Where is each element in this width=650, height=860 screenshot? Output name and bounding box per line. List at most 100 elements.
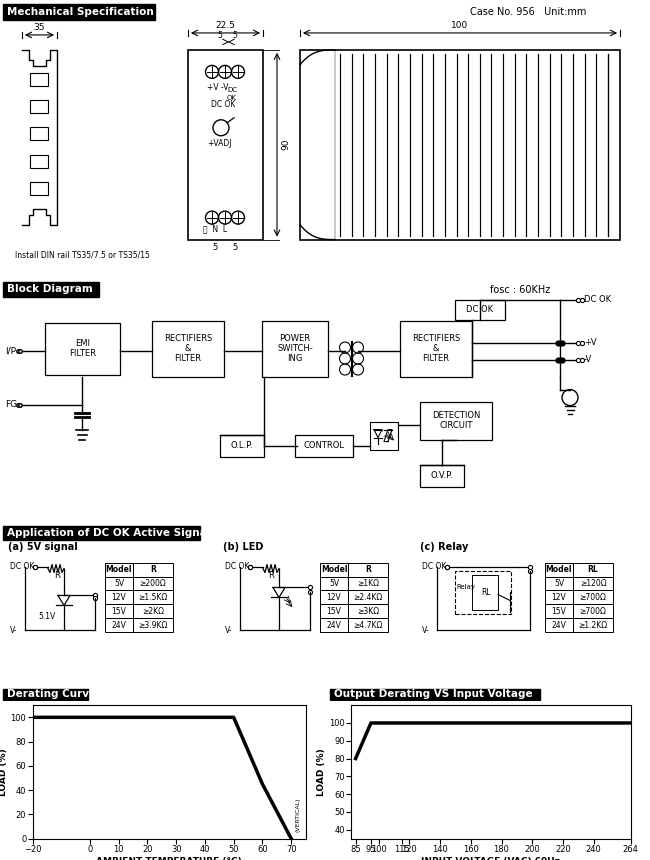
Bar — [573, 591, 613, 605]
Text: 5.1V: 5.1V — [38, 612, 55, 622]
Text: fosc : 60KHz: fosc : 60KHz — [490, 285, 551, 294]
Text: OK: OK — [227, 95, 237, 101]
Text: 100: 100 — [451, 21, 469, 30]
Text: +VADJ: +VADJ — [207, 138, 231, 148]
Text: 5: 5 — [218, 31, 222, 40]
Text: Model: Model — [546, 565, 572, 574]
Text: DC OK: DC OK — [467, 305, 493, 314]
Bar — [545, 562, 573, 576]
Text: Ⓝ  N  L: Ⓝ N L — [203, 224, 227, 234]
Text: 5: 5 — [233, 31, 237, 40]
Text: Case No. 956   Unit:mm: Case No. 956 Unit:mm — [470, 7, 586, 17]
Bar — [152, 321, 224, 377]
Y-axis label: LOAD (%): LOAD (%) — [317, 748, 326, 796]
Text: POWER
SWITCH-
ING: POWER SWITCH- ING — [277, 334, 313, 364]
Bar — [105, 562, 133, 576]
Text: +V -V: +V -V — [207, 83, 229, 92]
Bar — [545, 605, 573, 618]
Text: ≥2KΩ: ≥2KΩ — [142, 607, 164, 616]
Text: V-: V- — [10, 626, 18, 635]
Text: O.V.P.: O.V.P. — [431, 471, 453, 480]
Text: 12V: 12V — [112, 593, 126, 602]
Bar — [370, 421, 398, 450]
Text: 12V: 12V — [552, 593, 566, 602]
Text: 12V: 12V — [326, 593, 341, 602]
Text: R: R — [365, 565, 371, 574]
Text: DC OK: DC OK — [10, 562, 34, 571]
X-axis label: AMBIENT TEMPERATURE (°C): AMBIENT TEMPERATURE (°C) — [96, 857, 242, 860]
Text: Model: Model — [320, 565, 347, 574]
Bar — [133, 605, 173, 618]
Text: DETECTION
CIRCUIT: DETECTION CIRCUIT — [432, 411, 480, 430]
Bar — [320, 562, 348, 576]
Text: CONTROL: CONTROL — [304, 441, 344, 450]
Text: (a) 5V signal: (a) 5V signal — [8, 542, 78, 551]
Text: Install DIN rail TS35/7.5 or TS35/15: Install DIN rail TS35/7.5 or TS35/15 — [15, 250, 150, 260]
Bar — [3, 689, 88, 700]
Text: 22.5: 22.5 — [216, 21, 235, 30]
Text: 15V: 15V — [552, 607, 566, 616]
Text: 15V: 15V — [326, 607, 341, 616]
Text: RL: RL — [588, 565, 599, 574]
Text: DC OK: DC OK — [225, 562, 250, 571]
Bar — [545, 618, 573, 632]
Bar — [573, 562, 613, 576]
Bar — [320, 618, 348, 632]
Text: ≥3.9KΩ: ≥3.9KΩ — [138, 621, 168, 630]
Text: Relay: Relay — [456, 585, 475, 591]
Y-axis label: LOAD (%): LOAD (%) — [0, 748, 8, 796]
X-axis label: INPUT VOLTAGE (VAC) 60Hz: INPUT VOLTAGE (VAC) 60Hz — [421, 857, 560, 860]
Text: R: R — [54, 570, 60, 580]
Text: 5: 5 — [233, 243, 238, 252]
Text: 5V: 5V — [554, 579, 564, 588]
Text: Mechanical Specification: Mechanical Specification — [7, 7, 154, 17]
Bar — [133, 562, 173, 576]
Bar — [320, 576, 348, 591]
Text: RECTIFIERS
&
FILTER: RECTIFIERS & FILTER — [164, 334, 212, 364]
Bar — [420, 464, 464, 487]
Bar — [3, 525, 200, 539]
Bar — [220, 434, 264, 457]
Text: DC OK: DC OK — [584, 295, 611, 304]
Text: 24V: 24V — [552, 621, 566, 630]
Bar — [348, 605, 388, 618]
Bar — [573, 618, 613, 632]
Text: ≥4.7KΩ: ≥4.7KΩ — [354, 621, 383, 630]
Bar — [262, 321, 328, 377]
Text: RL: RL — [481, 588, 491, 597]
Text: 5V: 5V — [114, 579, 124, 588]
Text: (c) Relay: (c) Relay — [420, 542, 469, 551]
Bar — [348, 576, 388, 591]
Text: Block Diagram: Block Diagram — [7, 284, 93, 294]
Bar — [455, 299, 505, 320]
Bar — [30, 126, 48, 139]
Text: (b) LED: (b) LED — [223, 542, 263, 551]
Bar — [420, 402, 492, 439]
Bar — [45, 322, 120, 375]
Bar — [30, 73, 48, 86]
Bar — [348, 618, 388, 632]
Text: 90: 90 — [281, 139, 290, 150]
Bar — [30, 155, 48, 168]
Text: DC: DC — [227, 87, 237, 93]
Text: ≥120Ω: ≥120Ω — [580, 579, 606, 588]
Bar — [573, 576, 613, 591]
Text: Model: Model — [106, 565, 132, 574]
Bar — [105, 618, 133, 632]
Bar — [3, 281, 99, 297]
Text: FG: FG — [5, 400, 17, 409]
Text: ≥700Ω: ≥700Ω — [580, 593, 606, 602]
Bar — [573, 605, 613, 618]
Text: DC OK: DC OK — [211, 100, 235, 109]
Text: ≥1KΩ: ≥1KΩ — [357, 579, 379, 588]
Text: V-: V- — [422, 626, 430, 635]
Text: 5: 5 — [213, 243, 218, 252]
Bar — [30, 181, 48, 194]
Text: Application of DC OK Active Signal: Application of DC OK Active Signal — [7, 527, 211, 538]
Text: ≥1.2KΩ: ≥1.2KΩ — [578, 621, 608, 630]
Bar — [320, 605, 348, 618]
Text: Output Derating VS Input Voltage: Output Derating VS Input Voltage — [334, 690, 532, 699]
Bar — [348, 562, 388, 576]
Bar — [320, 591, 348, 605]
Bar — [105, 576, 133, 591]
